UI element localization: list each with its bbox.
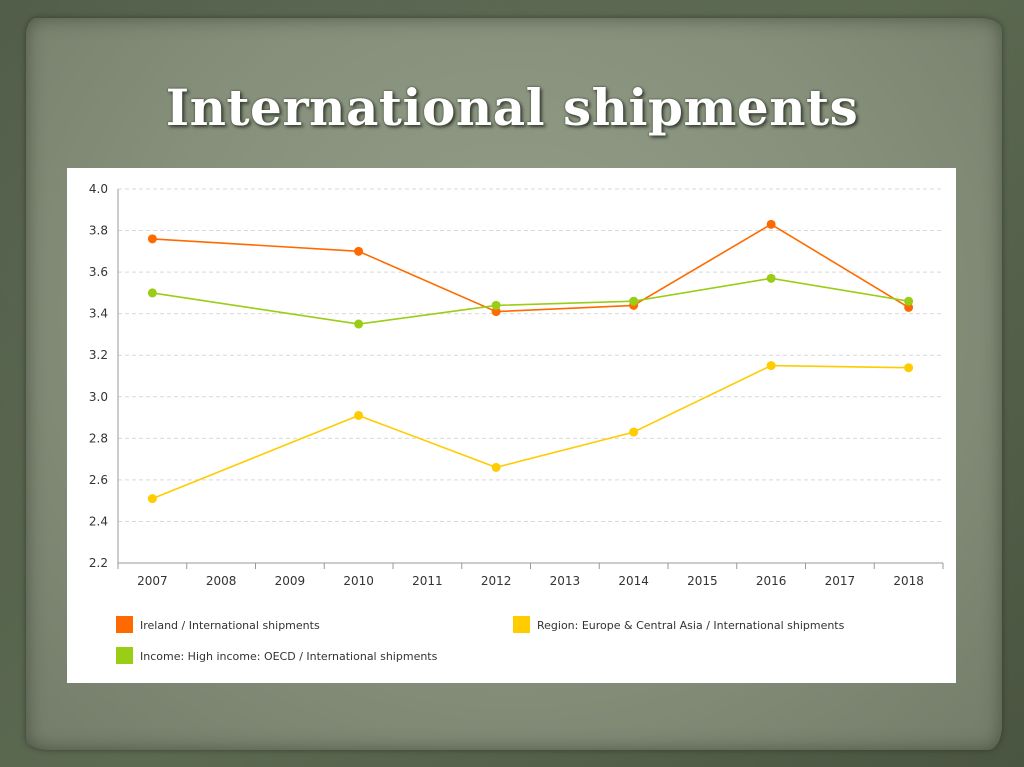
x-tick-label: 2009 xyxy=(275,574,306,588)
data-point xyxy=(629,296,639,306)
y-tick-label: 2.6 xyxy=(89,473,108,487)
x-tick-label: 2011 xyxy=(412,574,443,588)
data-point xyxy=(766,361,776,371)
x-tick-label: 2016 xyxy=(756,574,787,588)
series-line-2 xyxy=(152,277,909,325)
grid-layer xyxy=(118,188,943,522)
y-tick-label: 3.0 xyxy=(89,390,108,404)
legend-layer: Ireland / International shipments Income:… xyxy=(116,616,845,664)
x-tick-label: 2017 xyxy=(825,574,856,588)
data-point xyxy=(766,219,776,229)
x-tick-label: 2010 xyxy=(343,574,374,588)
series-layer xyxy=(147,219,914,504)
data-point xyxy=(147,234,157,244)
x-tick-label: 2018 xyxy=(893,574,924,588)
legend-swatch-3 xyxy=(513,616,530,633)
legend-swatch-2 xyxy=(116,647,133,664)
y-tick-label: 2.2 xyxy=(89,556,108,570)
x-tick-label: 2013 xyxy=(550,574,581,588)
y-tick-label: 3.2 xyxy=(89,348,108,362)
x-tick-label: 2007 xyxy=(137,574,168,588)
data-point xyxy=(354,319,364,329)
slide-title: International shipments xyxy=(165,78,859,137)
y-tick-label: 3.4 xyxy=(89,307,108,321)
data-point xyxy=(766,273,776,283)
x-tick-label: 2014 xyxy=(618,574,649,588)
data-point xyxy=(354,410,364,420)
series-line-3 xyxy=(152,364,909,500)
data-point xyxy=(354,246,364,256)
data-point xyxy=(491,307,501,317)
data-point xyxy=(147,288,157,298)
chart-panel: 2.2 2.4 2.6 2.8 3.0 3.2 3.4 3.6 3.8 4.0 2007 2008 20… xyxy=(67,168,956,683)
legend-label-2: Income: High income: OECD / Internationa… xyxy=(140,650,438,663)
data-point xyxy=(904,302,914,312)
data-point xyxy=(904,363,914,373)
data-point xyxy=(629,427,639,437)
legend-swatch-1 xyxy=(116,616,133,633)
legend-label-1: Ireland / International shipments xyxy=(140,619,320,632)
data-point xyxy=(904,296,914,306)
series-line-1 xyxy=(152,223,910,313)
data-point xyxy=(491,462,501,472)
x-tick-label: 2008 xyxy=(206,574,237,588)
x-tick-label: 2015 xyxy=(687,574,718,588)
x-tick-label: 2012 xyxy=(481,574,512,588)
y-tick-label: 3.8 xyxy=(89,224,108,238)
y-tick-label: 3.6 xyxy=(89,265,108,279)
line-chart: 2.2 2.4 2.6 2.8 3.0 3.2 3.4 3.6 3.8 4.0 2007 2008 20… xyxy=(89,182,944,664)
data-point xyxy=(491,300,501,310)
y-tick-label: 4.0 xyxy=(89,182,108,196)
legend-label-3: Region: Europe & Central Asia / Internat… xyxy=(537,619,845,632)
axis-layer: 2.2 2.4 2.6 2.8 3.0 3.2 3.4 3.6 3.8 4.0 2007 2008 20… xyxy=(89,182,944,588)
y-tick-label: 2.8 xyxy=(89,431,108,445)
data-point xyxy=(147,494,157,504)
y-tick-label: 2.4 xyxy=(89,514,108,528)
